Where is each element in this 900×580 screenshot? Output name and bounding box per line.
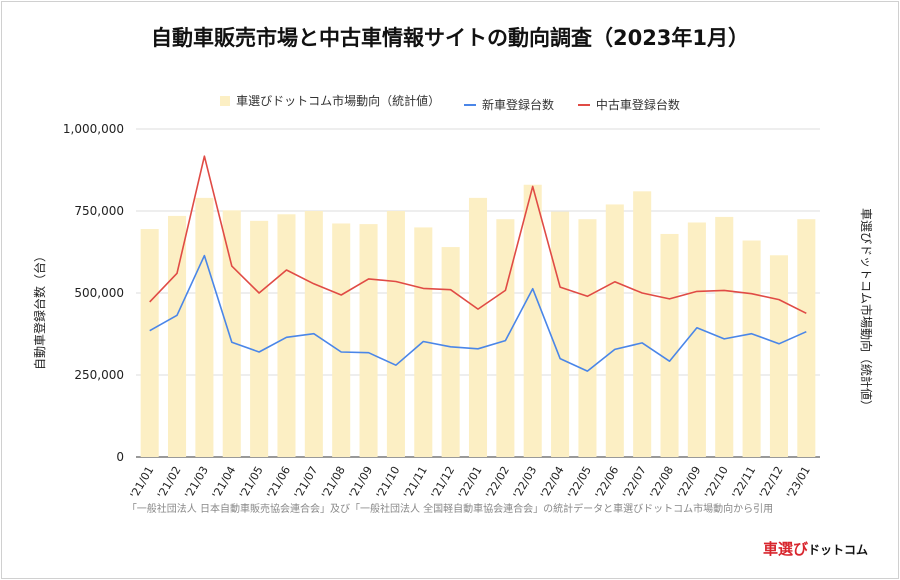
legend-swatch-new	[463, 103, 476, 106]
x-tick-label: '21/08	[319, 464, 348, 501]
bar	[523, 184, 542, 457]
x-tick-label: '22/04	[538, 464, 567, 501]
y-tick-label: 500,000	[74, 286, 124, 300]
bar	[742, 240, 761, 457]
bar	[386, 211, 405, 457]
bar	[359, 224, 378, 457]
x-tick-label: '21/03	[182, 464, 211, 501]
y-tick-label: 1,000,000	[63, 122, 124, 136]
legend-swatch-bar	[220, 95, 231, 106]
x-ticks: '21/01'21/02'21/03'21/04'21/05'21/06'21/…	[128, 464, 813, 501]
bar	[578, 219, 597, 457]
logo-red-text: 車選び	[762, 540, 808, 558]
y-tick-label: 0	[116, 450, 124, 464]
bar	[769, 255, 788, 457]
bar	[168, 215, 187, 457]
line-new	[149, 254, 807, 372]
bar	[797, 219, 816, 457]
bar	[250, 220, 269, 457]
lines	[149, 155, 807, 372]
bar	[140, 229, 159, 457]
x-tick-label: '21/02	[155, 464, 184, 501]
y-tick-label: 750,000	[74, 204, 124, 218]
bar	[605, 204, 624, 457]
x-tick-label: '22/08	[647, 464, 676, 501]
legend-label-bar: 車選びドットコム市場動向（統計値）	[236, 94, 441, 108]
x-tick-label: '22/12	[757, 464, 786, 501]
bar	[633, 191, 652, 457]
x-tick-label: '22/03	[511, 464, 540, 501]
legend-label-used: 中古車登録台数	[595, 98, 680, 112]
x-tick-label: '21/09	[347, 464, 376, 501]
logo: 車選びドットコム	[763, 538, 868, 559]
x-tick-label: '22/01	[456, 464, 485, 501]
bar	[551, 211, 570, 457]
x-tick-label: '21/01	[128, 464, 157, 501]
bar	[332, 223, 351, 457]
bar	[468, 197, 488, 457]
x-tick-label: '21/11	[401, 464, 430, 501]
y2-axis-label: 車選びドットコム市場動向（統計値）	[859, 208, 874, 412]
bar	[496, 219, 515, 457]
y-axis-label: 自動車登録台数（台）	[32, 250, 47, 370]
x-tick-label: '22/10	[702, 464, 731, 501]
y-tick-label: 250,000	[74, 368, 124, 382]
x-tick-label: '21/07	[292, 464, 321, 501]
x-tick-label: '23/01	[784, 464, 813, 501]
legend: 車選びドットコム市場動向（統計値） 新車登録台数 中古車登録台数	[0, 92, 900, 113]
y-ticks: 0 250,000 500,000 750,000 1,000,000	[63, 122, 124, 464]
source-note: 「一般社団法人 日本自動車販売協会連合会」及び「一般社団法人 全国軽自動車協会連…	[126, 504, 774, 515]
x-tick-label: '22/11	[730, 464, 759, 501]
x-tick-label: '22/05	[565, 464, 594, 501]
line-used	[149, 155, 807, 315]
x-tick-label: '21/10	[374, 464, 403, 501]
bar	[222, 210, 241, 457]
logo-black-text: ドットコム	[807, 543, 868, 557]
bar	[195, 197, 214, 457]
legend-item-bar: 車選びドットコム市場動向（統計値）	[220, 92, 440, 109]
x-tick-label: '22/06	[593, 464, 622, 501]
legend-item-new: 新車登録台数	[463, 96, 554, 113]
x-tick-label: '21/12	[429, 464, 458, 501]
chart-title: 自動車販売市場と中古車情報サイトの動向調査（2023年1月）	[150, 26, 750, 50]
x-tick-label: '21/04	[210, 464, 239, 501]
bar	[715, 216, 734, 457]
legend-label-new: 新車登録台数	[481, 98, 554, 112]
bar	[277, 214, 296, 457]
bar	[441, 247, 460, 457]
bars	[140, 184, 816, 457]
x-tick-label: '22/09	[675, 464, 704, 501]
legend-item-used: 中古車登録台数	[577, 96, 680, 113]
bar	[660, 233, 679, 457]
x-tick-label: '22/07	[620, 464, 649, 501]
x-tick-label: '21/05	[237, 464, 266, 501]
x-tick-label: '22/02	[483, 464, 512, 501]
legend-swatch-used	[577, 103, 590, 106]
x-tick-label: '21/06	[264, 464, 293, 501]
bar	[687, 222, 706, 457]
